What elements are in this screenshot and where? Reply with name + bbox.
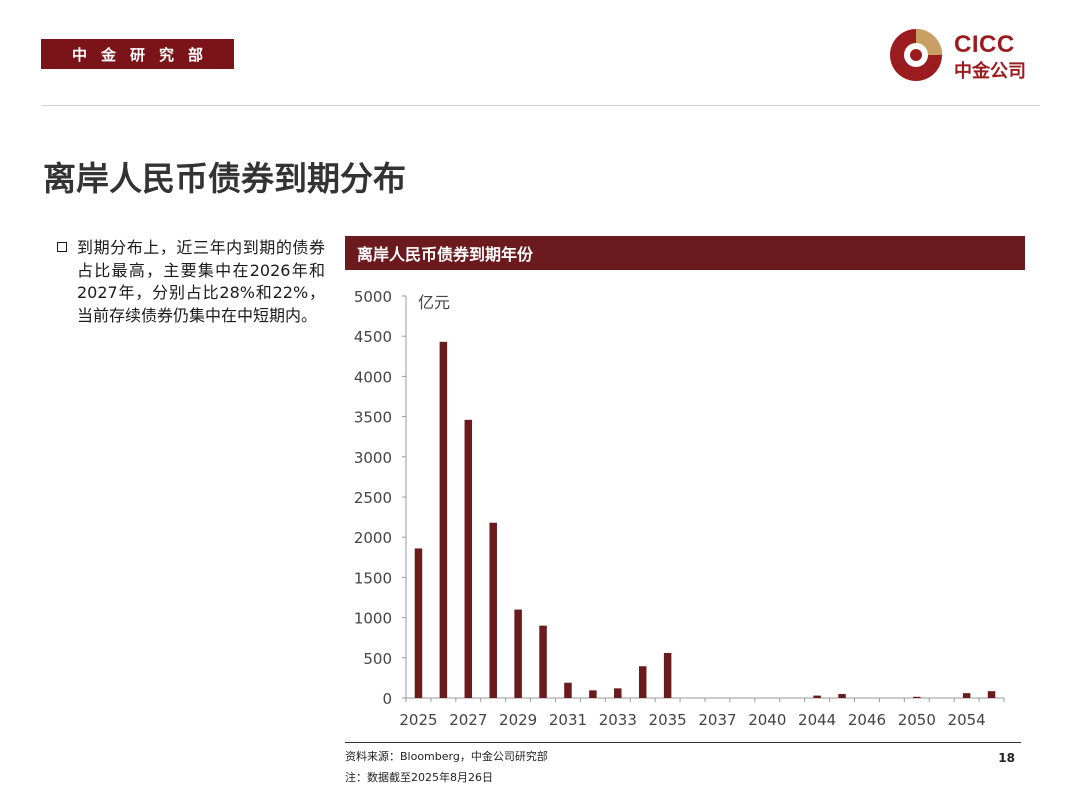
x-tick-label: 2054 (948, 711, 986, 729)
y-tick-label: 0 (382, 690, 392, 708)
bullet-square-icon (57, 242, 67, 252)
bar-2032 (589, 690, 597, 698)
x-tick-label: 2037 (698, 711, 736, 729)
bar-2025 (414, 548, 423, 698)
bar-2027 (464, 419, 473, 698)
x-tick-label: 2029 (499, 711, 537, 729)
y-tick-label: 2500 (354, 489, 392, 507)
bar-2055 (987, 691, 996, 698)
bar-2034 (638, 666, 647, 698)
x-tick-label: 2031 (549, 711, 587, 729)
x-tick-label: 2046 (848, 711, 886, 729)
header-divider (41, 105, 1040, 106)
department-label: 中金研究部 (71, 45, 217, 64)
x-tick-label: 2044 (798, 711, 836, 729)
bar-2035 (663, 652, 672, 698)
bar-2045 (838, 693, 846, 698)
logo-text-en: CICC (954, 31, 1015, 58)
department-badge: 中金研究部 (41, 39, 234, 69)
bar-2029 (514, 609, 522, 698)
page-title: 离岸人民币债券到期分布 (43, 159, 406, 198)
y-tick-label: 5000 (354, 288, 392, 306)
logo-text-cn: 中金公司 (954, 61, 1026, 82)
y-tick-label: 1000 (354, 610, 392, 628)
y-tick-label: 3000 (354, 449, 392, 467)
chart-header: 离岸人民币债券到期年份 (345, 236, 1025, 270)
x-tick-label: 2027 (449, 711, 487, 729)
x-tick-label: 2033 (599, 711, 637, 729)
bullet-point: 到期分布上，近三年内到期的债券占比最高，主要集中在2026年和2027年，分别占… (57, 237, 325, 327)
y-tick-label: 4500 (354, 328, 392, 346)
page-number: 18 (998, 751, 1015, 765)
bar-2031 (564, 682, 572, 698)
bar-2033 (614, 688, 622, 698)
x-tick-label: 2050 (898, 711, 936, 729)
cicc-logo: CICC 中金公司 (888, 27, 1048, 83)
bar-2028 (489, 522, 497, 698)
source-note: 资料来源：Bloomberg，中金公司研究部 (345, 750, 548, 763)
bar-2044 (813, 695, 821, 698)
y-tick-label: 1500 (354, 569, 392, 587)
x-tick-label: 2025 (399, 711, 437, 729)
y-tick-label: 4000 (354, 368, 392, 386)
x-tick-label: 2040 (748, 711, 786, 729)
bar-2026 (439, 341, 448, 698)
bullet-text: 到期分布上，近三年内到期的债券占比最高，主要集中在2026年和2027年，分别占… (77, 238, 325, 325)
chart-header-title: 离岸人民币债券到期年份 (357, 245, 534, 264)
bar-2030 (539, 625, 547, 698)
bar-2050 (913, 696, 921, 698)
cicc-logo-mark-icon (890, 29, 942, 81)
y-tick-label: 2000 (354, 529, 392, 547)
y-tick-label: 500 (363, 650, 392, 668)
maturity-bar-chart: 0 500 1000 1500 2000 2500 3000 3500 4000 4500 5000… (354, 288, 1005, 729)
x-tick-label: 2035 (649, 711, 687, 729)
date-note: 注：数据截至2025年8月26日 (345, 771, 493, 784)
y-axis-unit: 亿元 (418, 293, 450, 312)
footer-divider (345, 742, 1021, 743)
bar-2054 (962, 693, 971, 698)
y-tick-label: 3500 (354, 409, 392, 427)
